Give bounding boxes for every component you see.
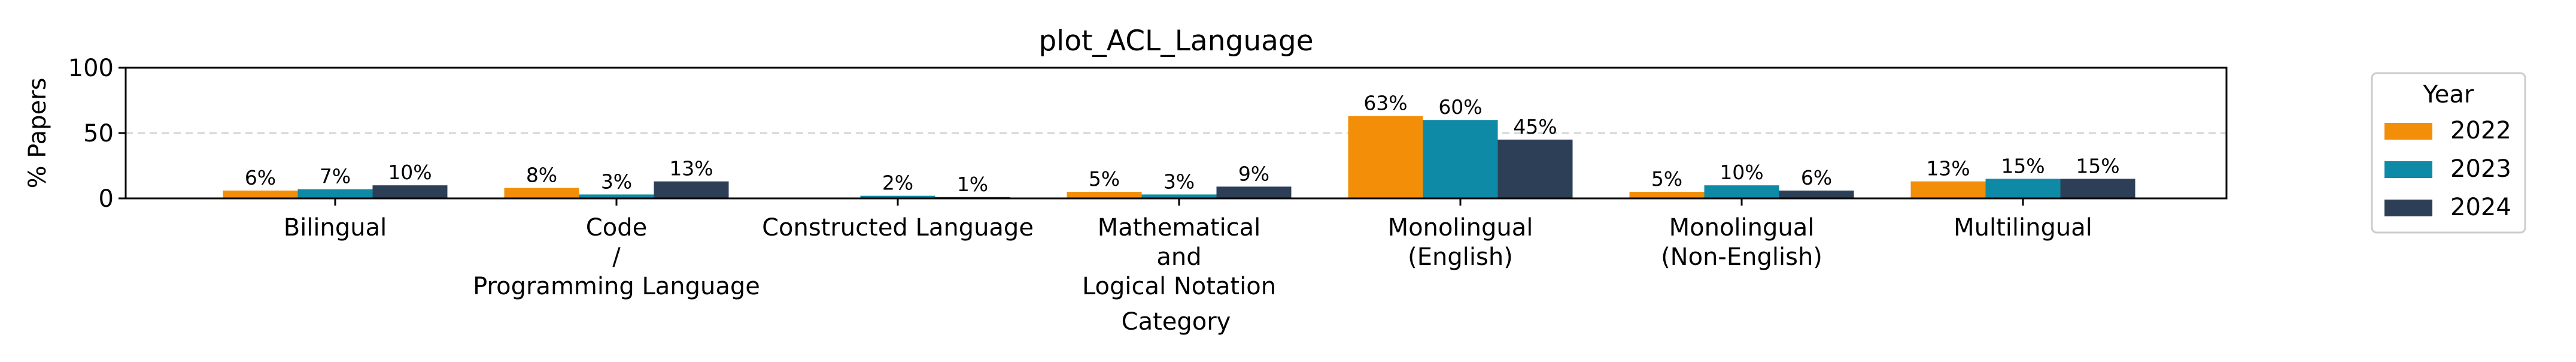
bar — [1779, 190, 1854, 198]
legend-swatch — [2384, 161, 2432, 178]
bar-value-label: 3% — [601, 170, 632, 193]
bar-value-label: 15% — [2076, 154, 2119, 177]
y-tick-label: 100 — [68, 55, 114, 82]
bar-value-label: 3% — [1164, 170, 1195, 193]
bar-value-label: 13% — [1926, 157, 1970, 180]
chart-title: plot_ACL_Language — [1038, 25, 1313, 58]
x-tick-label: Multilingual — [1954, 214, 2092, 242]
legend-title: Year — [2423, 81, 2474, 108]
bar — [654, 181, 729, 198]
bar — [504, 188, 579, 198]
legend-items: 2022 2023 2024 — [2384, 117, 2511, 221]
bar-value-label: 1% — [957, 173, 988, 196]
bar — [1910, 181, 1986, 198]
x-tick-label: Mathematical and Logical Notation — [1082, 214, 1276, 300]
x-tick-label: Constructed Language — [762, 214, 1034, 242]
bar-value-label: 10% — [1720, 161, 1763, 184]
x-tick-label: Code / Programming Language — [473, 214, 760, 300]
bar-value-label: 5% — [1089, 167, 1120, 191]
legend: Year 2022 2023 2024 — [2371, 72, 2526, 234]
bar-value-label: 5% — [1651, 167, 1682, 191]
bar-value-label: 6% — [1801, 166, 1832, 189]
legend-label: 2024 — [2450, 194, 2511, 221]
bar-value-label: 45% — [1513, 115, 1557, 138]
bar-labels: 6% 7% 10% 8% 3% 13% 2% 1% 5% 3% 9% 63% 60% 45% 5% 10% 6%… — [245, 92, 2120, 196]
bar — [1141, 194, 1217, 198]
x-tick-label: Bilingual — [284, 214, 387, 242]
bar-value-label: 13% — [669, 157, 713, 180]
bar — [297, 189, 373, 198]
bar — [1985, 179, 2061, 198]
bar — [372, 185, 448, 198]
x-axis-ticks: Bilingual Code / Programming LanguageConstr… — [284, 198, 2092, 300]
legend-swatch — [2384, 200, 2432, 216]
y-tick-label: 50 — [83, 120, 114, 147]
bar-value-label: 2% — [882, 171, 913, 195]
bar — [2060, 179, 2135, 198]
bar-value-label: 9% — [1238, 162, 1269, 185]
bar-value-label: 15% — [2001, 154, 2045, 177]
legend-swatch — [2384, 123, 2432, 140]
x-tick-label: Monolingual (Non-English) — [1661, 214, 1822, 271]
bar — [1423, 120, 1498, 198]
bar — [1497, 139, 1573, 198]
bar-value-label: 10% — [388, 161, 432, 184]
bar-value-label: 7% — [320, 165, 351, 188]
bar — [223, 190, 298, 198]
legend-label: 2023 — [2450, 155, 2511, 183]
y-axis-ticks: 0 50 100 — [68, 55, 126, 213]
bar — [1704, 185, 1779, 198]
y-axis-label: % Papers — [24, 78, 51, 189]
y-tick-label: 0 — [99, 185, 114, 213]
x-tick-label: Monolingual (English) — [1388, 214, 1533, 271]
bar-value-label: 60% — [1438, 95, 1482, 119]
bar — [1348, 116, 1423, 198]
bar — [860, 195, 935, 198]
bar-value-label: 8% — [526, 164, 557, 187]
legend-label: 2022 — [2450, 117, 2511, 144]
legend-frame — [2371, 72, 2526, 234]
bar — [1629, 192, 1705, 198]
bar-value-label: 6% — [245, 166, 276, 189]
bar-value-label: 63% — [1363, 92, 1407, 115]
bar — [579, 194, 654, 198]
bar — [1216, 186, 1292, 198]
x-axis-label: Category — [1122, 308, 1231, 336]
bar — [1067, 192, 1142, 198]
